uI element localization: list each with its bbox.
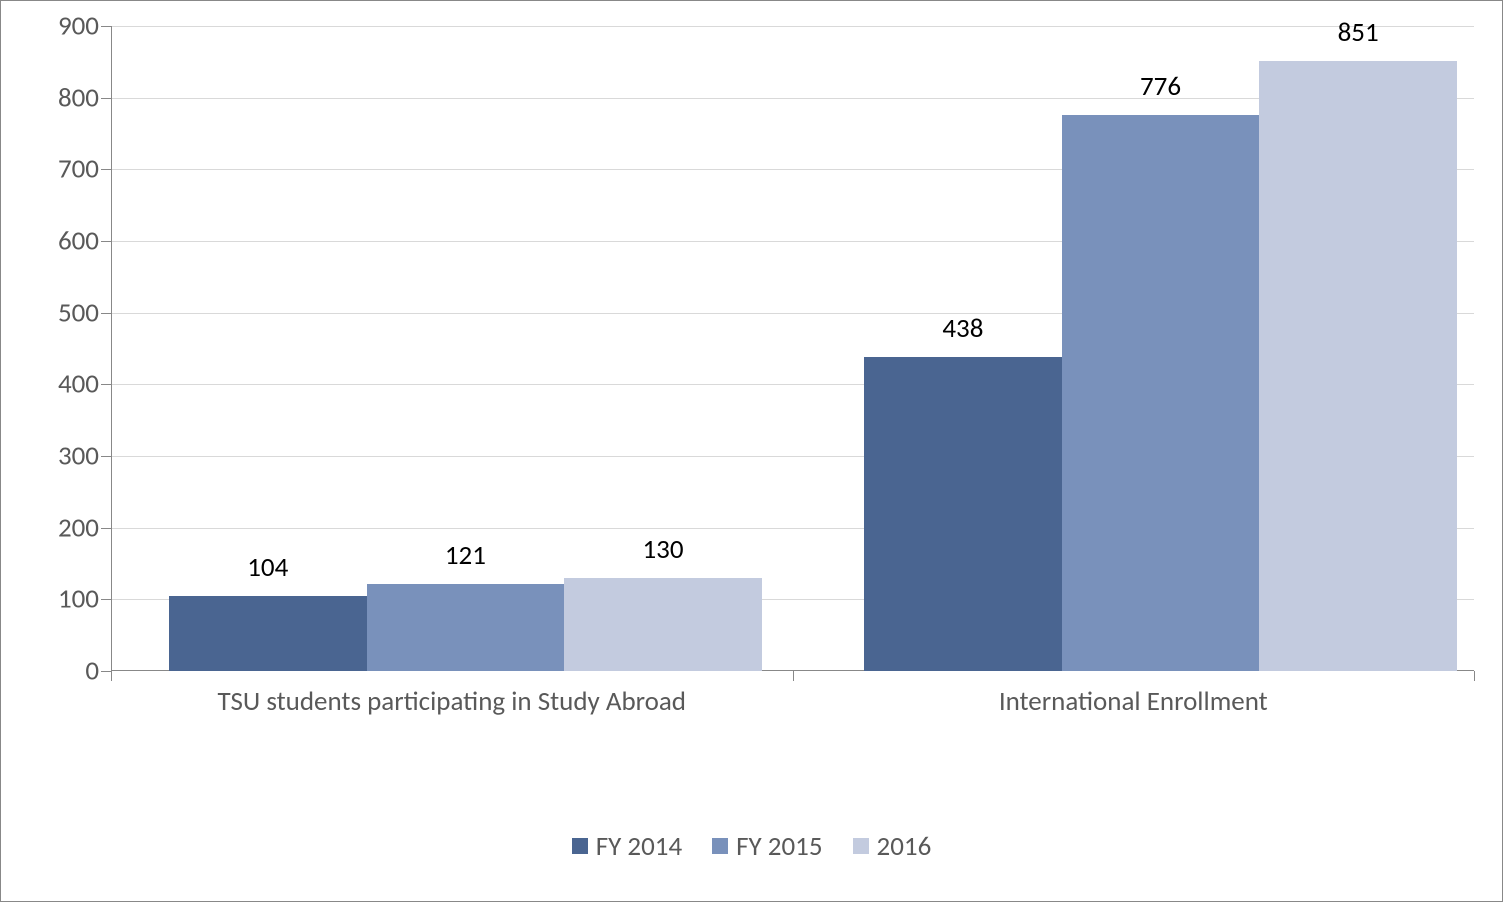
y-tick (101, 26, 111, 27)
x-tick (793, 671, 794, 681)
bar-data-label: 130 (564, 533, 762, 566)
enrollment-bar-chart: 0100200300400500600700800900104121130438… (0, 0, 1503, 902)
x-tick (1474, 671, 1475, 681)
bar (1062, 115, 1260, 671)
bar-data-label: 104 (169, 551, 367, 584)
bars-layer: 104121130438776851 (111, 26, 1474, 671)
bar-data-label: 776 (1062, 70, 1260, 103)
legend-item: 2016 (853, 830, 932, 863)
legend: FY 2014 FY 2015 2016 (1, 811, 1502, 881)
legend-item: FY 2015 (712, 830, 822, 863)
legend-label: FY 2014 (596, 830, 682, 863)
x-tick (111, 671, 112, 681)
plot-area: 0100200300400500600700800900104121130438… (111, 26, 1474, 671)
bar-data-label: 438 (864, 312, 1062, 345)
y-tick (101, 384, 111, 385)
legend-item: FY 2014 (572, 830, 682, 863)
legend-swatch (712, 838, 728, 854)
y-tick (101, 313, 111, 314)
x-category-label: International Enrollment (793, 685, 1475, 719)
y-tick (101, 599, 111, 600)
bar-data-label: 851 (1259, 16, 1457, 49)
bar (1259, 61, 1457, 671)
y-tick (101, 169, 111, 170)
y-tick (101, 241, 111, 242)
bar (169, 596, 367, 671)
x-labels: TSU students participating in Study Abro… (111, 685, 1474, 795)
y-tick (101, 98, 111, 99)
x-category-label: TSU students participating in Study Abro… (111, 685, 793, 719)
bar-data-label: 121 (367, 539, 565, 572)
legend-swatch (853, 838, 869, 854)
legend-swatch (572, 838, 588, 854)
bar (367, 584, 565, 671)
y-tick (101, 456, 111, 457)
legend-label: 2016 (877, 830, 932, 863)
y-tick (101, 528, 111, 529)
y-tick (101, 671, 111, 672)
bar (564, 578, 762, 671)
bar (864, 357, 1062, 671)
legend-label: FY 2015 (736, 830, 822, 863)
